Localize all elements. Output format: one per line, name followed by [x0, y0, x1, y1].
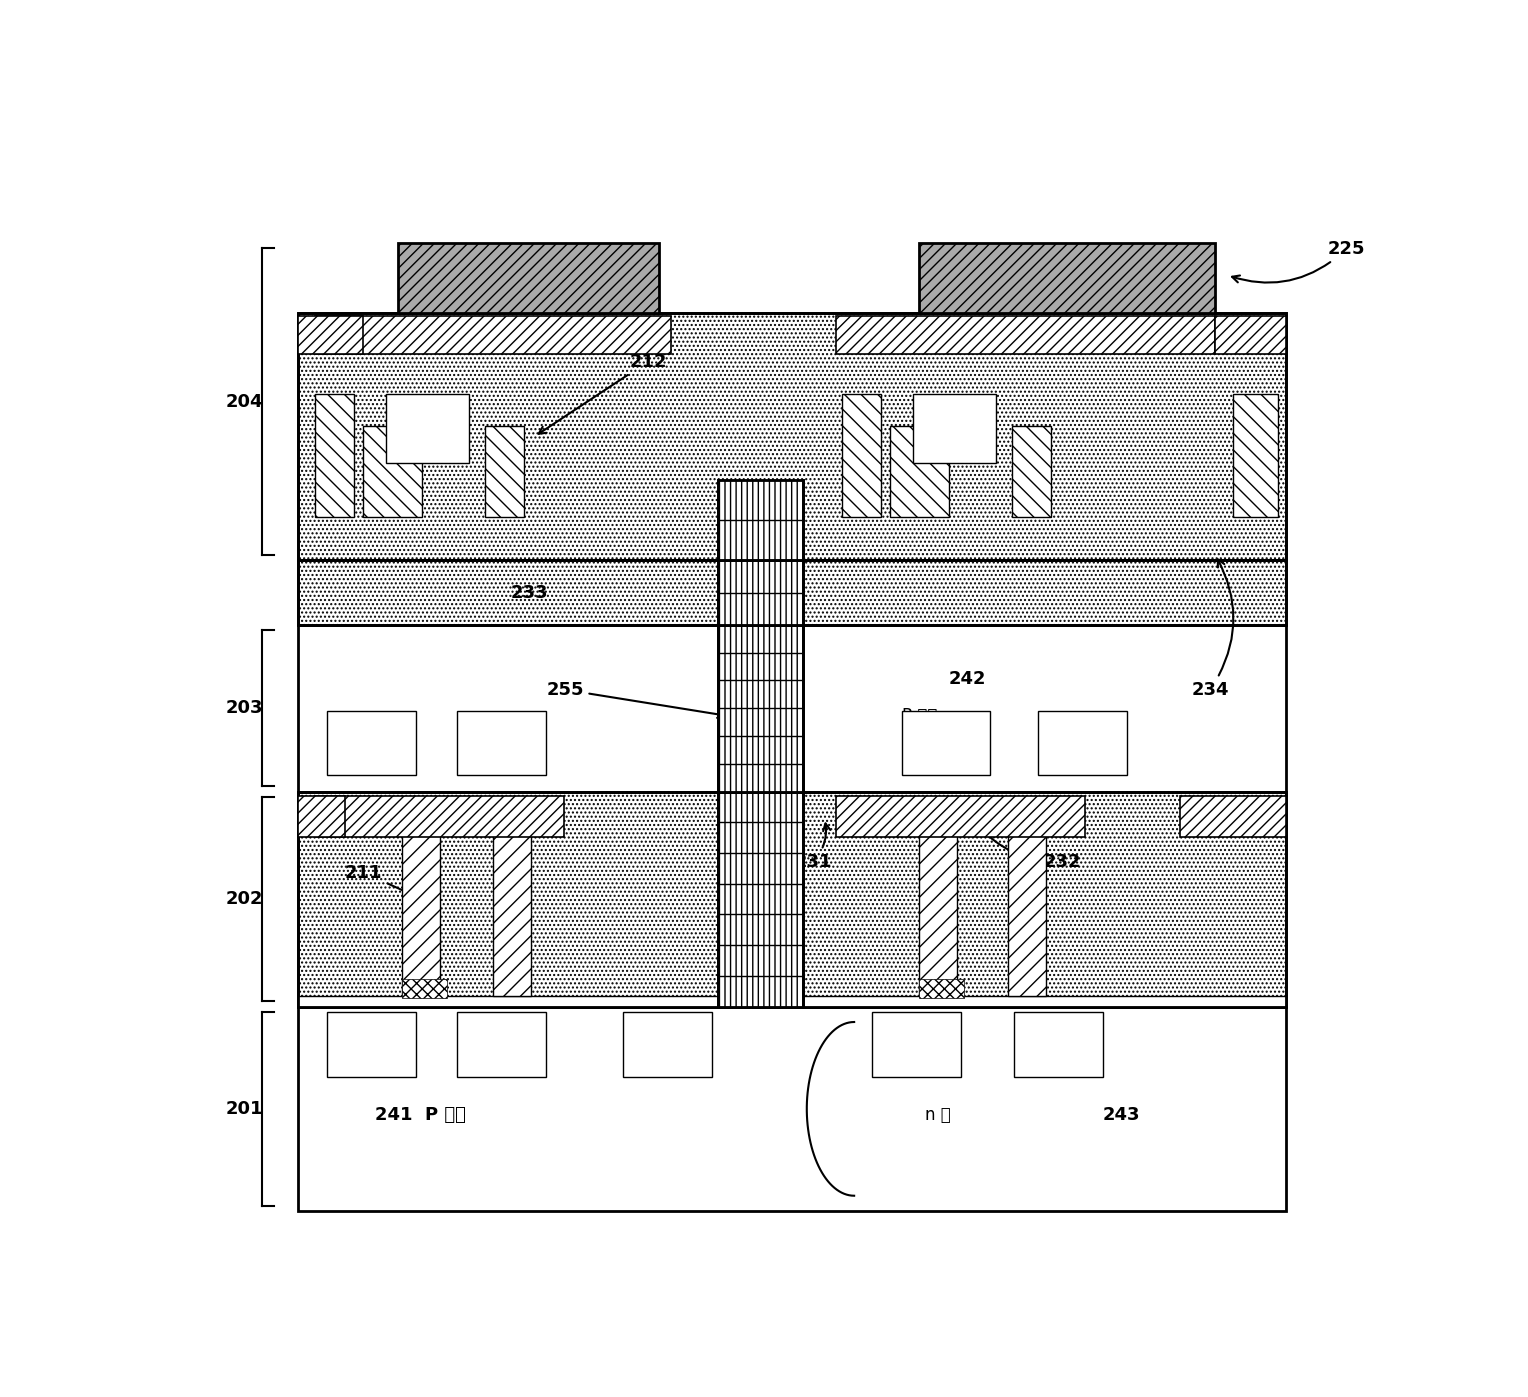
Bar	[402, 979, 446, 997]
Bar	[298, 560, 1287, 624]
Bar	[315, 394, 354, 517]
Bar	[457, 711, 547, 775]
Bar	[1233, 394, 1277, 517]
Bar	[298, 560, 1287, 624]
Bar	[623, 1011, 712, 1077]
Text: n+: n+	[416, 422, 440, 436]
Bar	[920, 834, 957, 996]
Bar	[298, 624, 1287, 792]
Text: 202: 202	[226, 890, 263, 908]
Text: 241  P 衬底: 241 P 衬底	[374, 1105, 466, 1123]
Text: p: p	[924, 482, 938, 499]
Bar	[718, 624, 804, 792]
Text: 203: 203	[226, 698, 263, 717]
Bar	[298, 792, 1287, 1007]
Text: n+: n+	[1070, 736, 1094, 750]
Text: 231: 231	[795, 823, 833, 870]
Text: n+: n+	[489, 736, 513, 750]
Bar	[889, 426, 949, 517]
Text: 212: 212	[539, 352, 666, 433]
Bar	[327, 1011, 416, 1077]
Text: 204: 204	[226, 393, 263, 411]
Bar	[1180, 796, 1287, 837]
Text: p+: p+	[1047, 1037, 1070, 1052]
Bar	[494, 834, 530, 996]
Text: n 阱: n 阱	[926, 1105, 950, 1123]
Bar	[315, 316, 671, 353]
Bar	[327, 711, 416, 775]
Bar	[872, 1011, 961, 1077]
Bar	[315, 796, 564, 837]
Bar	[718, 792, 804, 1007]
Bar	[902, 711, 990, 775]
Text: n+: n+	[489, 1037, 513, 1052]
Text: p+: p+	[905, 1037, 927, 1052]
Text: 243: 243	[1103, 1105, 1140, 1123]
Bar	[842, 394, 882, 517]
Bar	[1012, 426, 1051, 517]
Bar	[298, 792, 1287, 1007]
Bar	[298, 316, 362, 353]
Bar	[362, 426, 422, 517]
Text: 225: 225	[1232, 240, 1366, 282]
Bar	[914, 394, 996, 464]
Text: 255: 255	[547, 680, 724, 718]
Bar	[718, 560, 804, 624]
Text: n+: n+	[359, 736, 384, 750]
Text: n+: n+	[934, 736, 957, 750]
Bar	[484, 426, 524, 517]
Bar	[1038, 711, 1126, 775]
Bar	[1015, 1011, 1103, 1077]
Text: n+: n+	[943, 422, 967, 436]
Bar	[402, 834, 440, 996]
Text: 211: 211	[345, 863, 417, 897]
Bar	[298, 313, 1287, 560]
Bar	[298, 1007, 1287, 1211]
Text: n+: n+	[359, 1037, 384, 1052]
Bar	[920, 243, 1215, 313]
Bar	[1008, 834, 1047, 996]
Bar	[836, 796, 1085, 837]
Text: 234: 234	[1192, 559, 1233, 698]
Text: p+: p+	[656, 1037, 678, 1052]
Text: p: p	[396, 482, 408, 499]
Bar	[457, 1011, 547, 1077]
Text: P 衬底: P 衬底	[902, 707, 937, 725]
Bar	[718, 479, 804, 560]
Bar	[298, 313, 1287, 560]
Bar	[836, 316, 1215, 353]
Bar	[387, 394, 469, 464]
Bar	[1215, 316, 1287, 353]
Bar	[399, 243, 659, 313]
Bar	[298, 996, 1287, 1007]
Text: 242: 242	[949, 671, 987, 687]
Bar	[298, 796, 345, 837]
Text: 232: 232	[976, 823, 1082, 870]
Text: 201: 201	[226, 1099, 263, 1118]
Bar	[920, 979, 964, 997]
Text: 233: 233	[510, 584, 549, 602]
